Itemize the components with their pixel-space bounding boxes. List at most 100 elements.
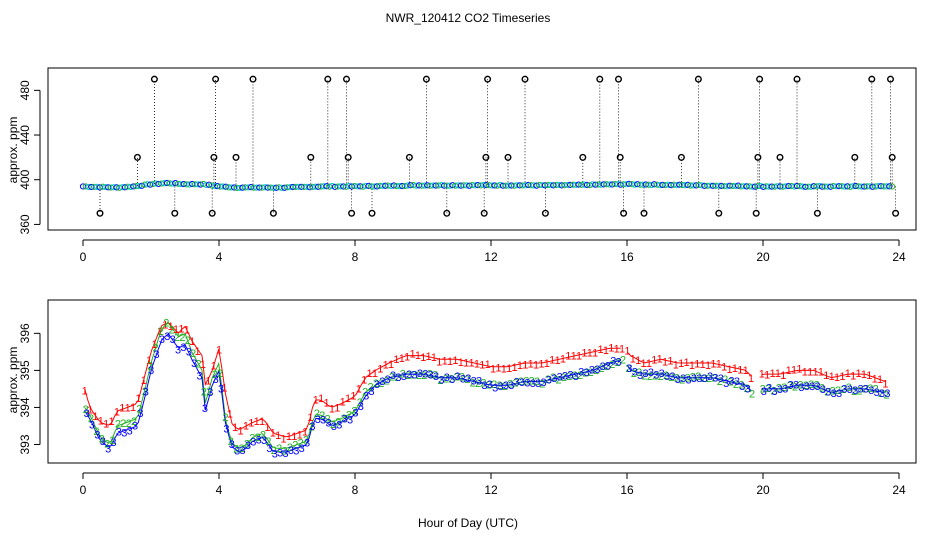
series-1-marker: 1 — [130, 402, 136, 414]
series-1-marker: 1 — [184, 324, 190, 336]
series-2-marker: 2 — [572, 370, 578, 382]
series-2-marker: 2 — [480, 378, 486, 390]
bottom-x-tick-label: 12 — [484, 483, 498, 497]
series-3-marker: 3 — [836, 388, 842, 400]
series-1-marker: 1 — [732, 363, 738, 375]
series-2-marker: 2 — [437, 375, 443, 387]
top-outlier-point — [851, 153, 859, 161]
series-3-marker: 3 — [164, 331, 170, 343]
series-2-marker: 2 — [222, 412, 228, 424]
series-3-marker: 3 — [884, 388, 890, 400]
series-3-marker: 3 — [594, 364, 600, 376]
series-1-marker: 1 — [748, 373, 754, 385]
top-outlier-point — [232, 153, 240, 161]
series-1-marker: 1 — [700, 359, 706, 371]
series-2-marker: 2 — [625, 363, 631, 375]
series-3-marker: 3 — [428, 369, 434, 381]
series-2-marker: 2 — [556, 375, 562, 387]
series-2-marker: 2 — [792, 381, 798, 393]
series-3-marker: 3 — [503, 380, 509, 392]
series-2-marker: 2 — [545, 374, 551, 386]
series-2-marker: 2 — [158, 326, 164, 338]
top-outlier-point — [212, 75, 220, 83]
series-2-marker: 2 — [373, 378, 379, 390]
series-2-marker: 2 — [604, 361, 610, 373]
series-1-marker: 1 — [786, 365, 792, 377]
series-3-marker: 3 — [551, 373, 557, 385]
series-3-marker: 3 — [589, 364, 595, 376]
series-3-marker: 3 — [213, 374, 219, 386]
series-1-marker: 1 — [635, 355, 641, 367]
series-1-marker: 1 — [807, 366, 813, 378]
top-outlier-point — [208, 209, 216, 217]
series-2-marker: 2 — [711, 373, 717, 385]
series-3-marker: 3 — [299, 443, 305, 455]
series-2-marker: 2 — [147, 360, 153, 372]
series-3-marker: 3 — [395, 372, 401, 384]
series-3-marker: 3 — [234, 445, 240, 457]
series-1-marker: 1 — [587, 348, 593, 360]
series-2-marker: 2 — [620, 354, 626, 366]
series-3-marker: 3 — [84, 408, 90, 420]
series-2-marker: 2 — [163, 318, 169, 330]
series-3-marker: 3 — [492, 382, 498, 394]
series-1-marker: 1 — [162, 319, 168, 331]
series-1-marker: 1 — [345, 393, 351, 405]
series-3-marker: 3 — [272, 448, 278, 460]
top-y-tick-label: 480 — [18, 80, 32, 100]
series-2-marker: 2 — [550, 372, 556, 384]
top-outlier-point — [504, 153, 512, 161]
series-1-marker: 1 — [571, 350, 577, 362]
series-2-marker: 2 — [389, 371, 395, 383]
series-3-marker: 3 — [879, 388, 885, 400]
series-1-marker: 1 — [87, 404, 93, 416]
series-2-marker: 2 — [260, 430, 266, 442]
top-x-tick-label: 0 — [80, 250, 87, 264]
series-1-marker: 1 — [232, 422, 238, 434]
series-1-marker: 1 — [538, 358, 544, 370]
series-1-marker: 1 — [189, 336, 195, 348]
series-2-marker: 2 — [120, 418, 126, 430]
bottom-x-tick-label: 20 — [756, 483, 770, 497]
top-outlier-point — [422, 75, 430, 83]
top-x-tick-label: 24 — [892, 250, 906, 264]
series-1-marker: 1 — [458, 357, 464, 369]
series-2-marker: 2 — [534, 376, 540, 388]
series-2-marker: 2 — [797, 380, 803, 392]
series-2-marker: 2 — [131, 416, 137, 428]
series-3-marker: 3 — [782, 384, 788, 396]
series-3-marker: 3 — [664, 371, 670, 383]
series-3-marker: 3 — [723, 378, 729, 390]
series-1-marker: 1 — [377, 364, 383, 376]
series-3-marker: 3 — [648, 367, 654, 379]
top-panel: 0 4 8 12 16 20 24 360 400 440 480 — [18, 67, 917, 264]
series-1-marker: 1 — [243, 421, 249, 433]
series-1-marker: 1 — [775, 368, 781, 380]
series-3-marker: 3 — [229, 439, 235, 451]
bottom-x-tick-label: 4 — [216, 483, 223, 497]
series-3-marker: 3 — [401, 371, 407, 383]
series-3-marker: 3 — [680, 373, 686, 385]
series-3-marker: 3 — [616, 357, 622, 369]
series-1-marker: 1 — [135, 393, 141, 405]
series-3-marker: 3 — [223, 423, 229, 435]
series-1-marker: 1 — [872, 373, 878, 385]
bottom-y-tick-label: 395 — [18, 360, 32, 380]
series-1-marker: 1 — [248, 417, 254, 429]
series-3-marker: 3 — [825, 387, 831, 399]
series-3-marker: 3 — [245, 440, 251, 452]
series-3-marker: 3 — [530, 378, 536, 390]
series-3-marker: 3 — [567, 369, 573, 381]
series-2-marker: 2 — [421, 370, 427, 382]
series-2-marker: 2 — [475, 378, 481, 390]
series-2-marker: 2 — [523, 375, 529, 387]
series-3-marker: 3 — [578, 366, 584, 378]
series-1-marker: 1 — [340, 397, 346, 409]
series-2-marker: 2 — [104, 438, 110, 450]
series-2-marker: 2 — [717, 376, 723, 388]
series-1-marker: 1 — [490, 364, 496, 376]
series-1-marker: 1 — [254, 416, 260, 428]
series-3-marker: 3 — [175, 345, 181, 357]
series-3-marker: 3 — [519, 377, 525, 389]
top-outlier-point — [640, 209, 648, 217]
